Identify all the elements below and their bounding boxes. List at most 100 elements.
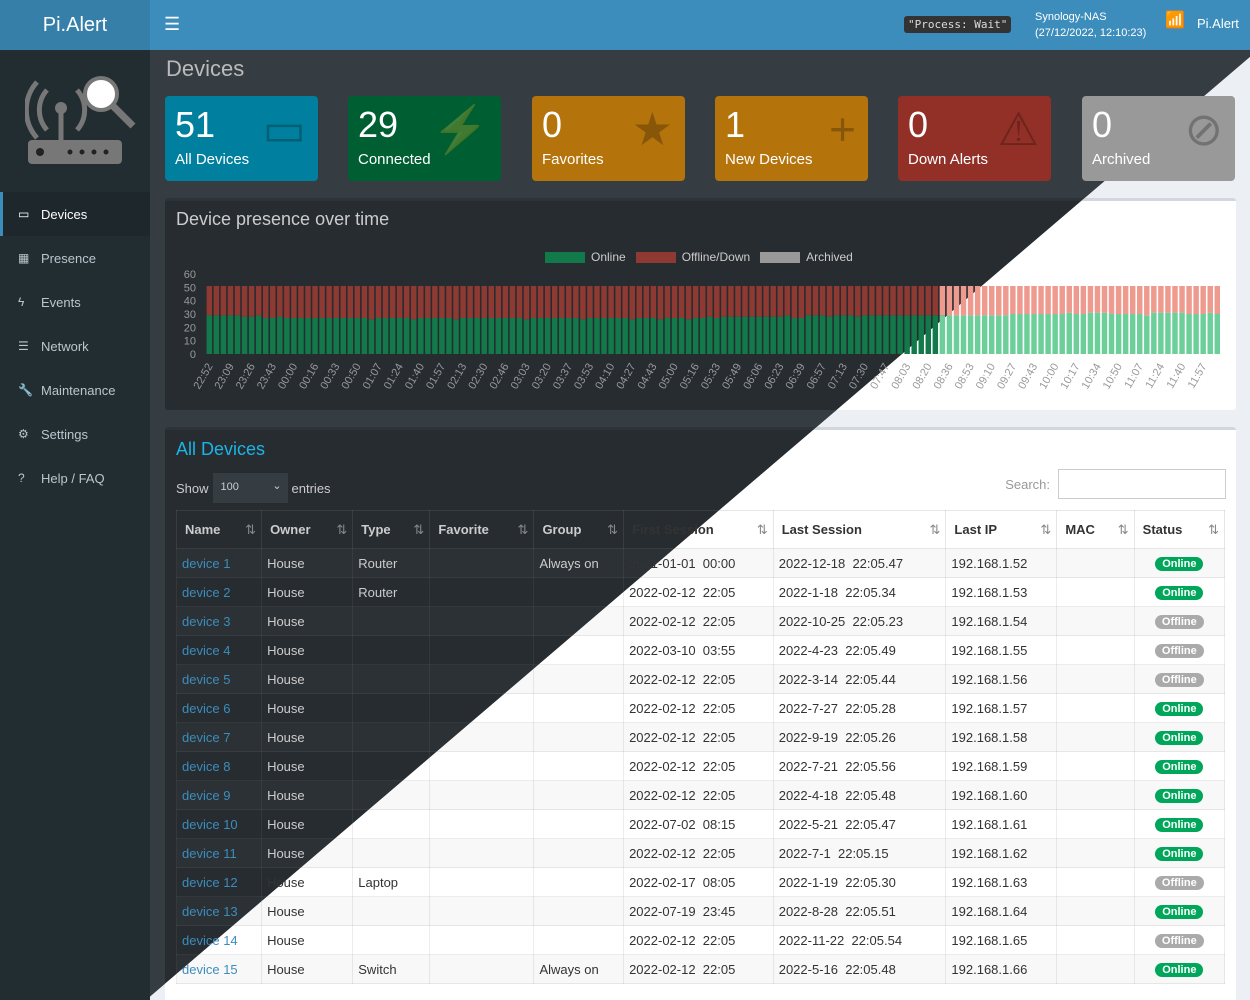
bar-online[interactable] — [530, 318, 537, 354]
bar-offline[interactable] — [474, 286, 480, 318]
bar-online[interactable] — [636, 318, 643, 354]
bar-online[interactable] — [460, 318, 466, 354]
bar-online[interactable] — [544, 318, 551, 354]
bar-offline[interactable] — [798, 286, 805, 318]
bar-online[interactable] — [883, 315, 889, 354]
bar-offline[interactable] — [1059, 286, 1065, 314]
bar-online[interactable] — [220, 315, 227, 354]
bar-online[interactable] — [481, 318, 487, 354]
bar-online[interactable] — [467, 318, 473, 354]
stat-connected[interactable]: 29 Connected ⚡ — [348, 96, 501, 181]
column-header-group[interactable]: Group ⇅ — [533, 510, 625, 549]
sort-icon[interactable]: ⇅ — [607, 522, 619, 537]
bar-online[interactable] — [960, 315, 967, 354]
bar-offline[interactable] — [502, 286, 509, 318]
bar-offline[interactable] — [206, 286, 213, 316]
bar-online[interactable] — [425, 318, 431, 354]
bar-offline[interactable] — [1094, 286, 1101, 313]
bar-offline[interactable] — [791, 286, 798, 318]
bar-offline[interactable] — [566, 286, 572, 318]
bar-online[interactable] — [840, 315, 847, 354]
bar-online[interactable] — [347, 318, 354, 354]
bar-offline[interactable] — [1087, 286, 1094, 313]
table-row[interactable]: device 7 House 2022-02-12 22:05 2022-9-19 2… — [175, 722, 1226, 752]
bar-online[interactable] — [890, 315, 896, 354]
bar-offline[interactable] — [876, 286, 882, 316]
bar-offline[interactable] — [904, 286, 910, 316]
bar-offline[interactable] — [1010, 286, 1016, 314]
column-header-last-session[interactable]: Last Session ⇅ — [772, 510, 947, 549]
column-header-name[interactable]: Name ⇅ — [175, 510, 263, 549]
bar-offline[interactable] — [432, 286, 438, 318]
sidebar-item-maintenance[interactable]: 🔧 Maintenance — [0, 368, 150, 412]
bar-online[interactable] — [1115, 314, 1122, 354]
bar-online[interactable] — [566, 318, 572, 354]
bar-offline[interactable] — [770, 286, 776, 317]
entries-select[interactable]: 100 ⌄ — [212, 473, 288, 503]
bar-offline[interactable] — [277, 286, 283, 317]
bar-online[interactable] — [643, 318, 650, 354]
bar-offline[interactable] — [460, 286, 466, 318]
bar-offline[interactable] — [1186, 286, 1192, 314]
bar-offline[interactable] — [1151, 286, 1157, 313]
bar-offline[interactable] — [241, 286, 248, 317]
bar-offline[interactable] — [918, 286, 924, 316]
bar-online[interactable] — [1010, 314, 1016, 354]
bar-offline[interactable] — [446, 286, 452, 318]
bar-online[interactable] — [756, 316, 762, 354]
sort-icon[interactable]: ⇅ — [517, 522, 529, 537]
stat-archived[interactable]: 0 Archived ⊘ — [1082, 96, 1235, 181]
bar-online[interactable] — [770, 316, 776, 354]
column-header-favorite[interactable]: Favorite ⇅ — [429, 510, 535, 549]
bar-offline[interactable] — [657, 286, 664, 320]
bar-offline[interactable] — [396, 286, 403, 318]
bar-online[interactable] — [721, 316, 727, 354]
bar-offline[interactable] — [939, 286, 946, 316]
bar-online[interactable] — [1200, 314, 1206, 354]
bar-online[interactable] — [1087, 312, 1094, 354]
table-row[interactable]: device 5 House 2022-02-12 22:05 2022-3-14 2… — [175, 664, 1226, 694]
bar-offline[interactable] — [255, 286, 262, 316]
router-icon[interactable]: 📶 — [1165, 12, 1185, 29]
bar-online[interactable] — [439, 318, 445, 354]
bar-online[interactable] — [1038, 314, 1044, 354]
bar-offline[interactable] — [749, 286, 755, 317]
bar-offline[interactable] — [1158, 286, 1164, 313]
bar-offline[interactable] — [439, 286, 445, 318]
bar-online[interactable] — [1059, 314, 1065, 354]
bar-online[interactable] — [326, 318, 332, 354]
bar-offline[interactable] — [608, 286, 614, 318]
bar-online[interactable] — [981, 315, 988, 354]
bar-offline[interactable] — [326, 286, 332, 318]
device-link[interactable]: device 10 — [182, 816, 238, 832]
bar-offline[interactable] — [1193, 286, 1199, 314]
bar-offline[interactable] — [911, 286, 917, 316]
bar-online[interactable] — [1094, 312, 1101, 354]
bar-online[interactable] — [284, 318, 290, 354]
bar-offline[interactable] — [368, 286, 375, 320]
device-link[interactable]: device 15 — [182, 961, 238, 977]
stat-favorites[interactable]: 0 Favorites ★ — [532, 96, 685, 181]
bar-offline[interactable] — [1052, 286, 1058, 314]
bar-offline[interactable] — [1108, 286, 1115, 314]
bar-offline[interactable] — [573, 286, 579, 318]
device-link[interactable]: device 4 — [182, 642, 231, 658]
bar-offline[interactable] — [481, 286, 487, 318]
stat-new-devices[interactable]: 1 New Devices + — [715, 96, 868, 181]
table-row[interactable]: device 12 House Laptop 2022-02-17 08:05 2022… — [175, 867, 1226, 897]
bar-online[interactable] — [418, 318, 424, 354]
bar-offline[interactable] — [756, 286, 762, 317]
bar-online[interactable] — [354, 318, 361, 354]
bar-offline[interactable] — [1207, 286, 1213, 313]
sidebar-item-network[interactable]: ☰ Network — [0, 324, 150, 368]
bar-online[interactable] — [728, 316, 734, 354]
device-link[interactable]: device 14 — [182, 932, 238, 948]
device-link[interactable]: device 1 — [182, 555, 231, 571]
bar-online[interactable] — [700, 318, 706, 354]
bar-offline[interactable] — [1038, 286, 1044, 314]
bar-online[interactable] — [453, 319, 459, 354]
legend-archived[interactable]: Archived — [760, 250, 853, 264]
bar-offline[interactable] — [714, 286, 720, 318]
device-link[interactable]: device 11 — [182, 845, 237, 861]
bar-offline[interactable] — [537, 286, 544, 318]
